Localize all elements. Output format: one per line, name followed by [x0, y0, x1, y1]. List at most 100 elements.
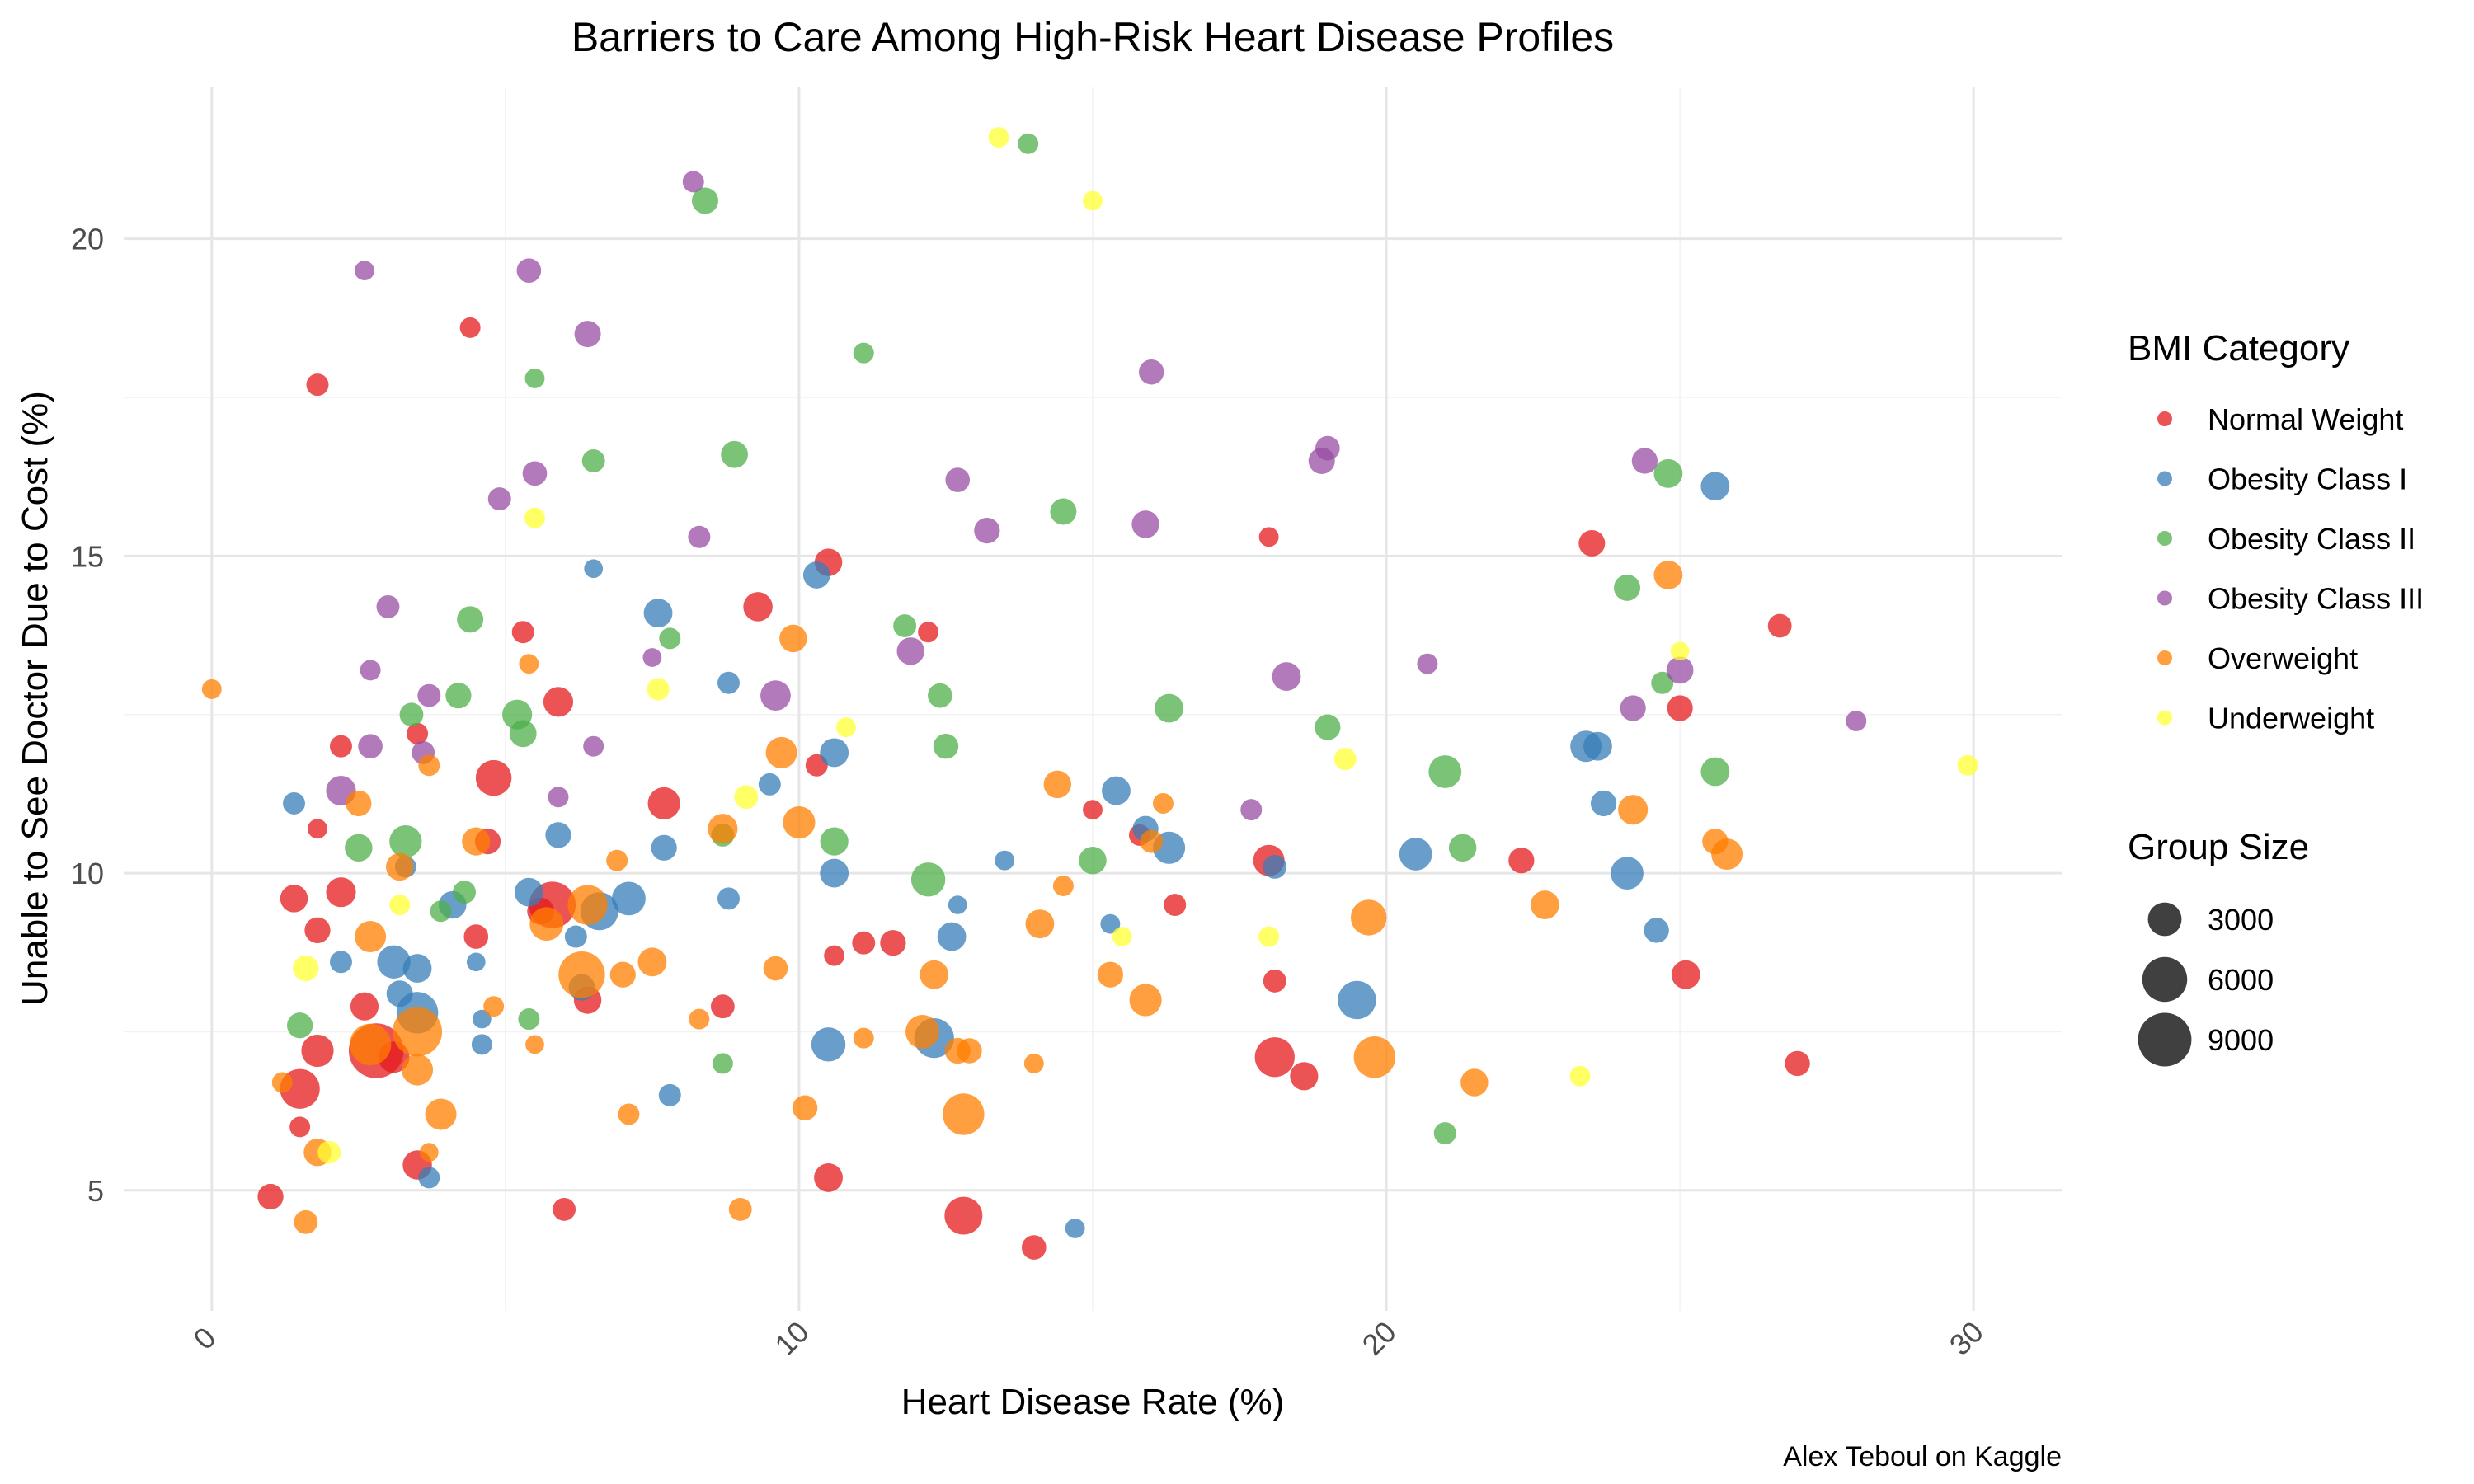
data-point — [1846, 710, 1867, 731]
data-point — [1631, 448, 1658, 474]
data-point — [329, 951, 352, 974]
data-point — [811, 1027, 846, 1062]
data-point — [721, 440, 748, 468]
data-point — [385, 852, 414, 881]
data-point — [658, 1083, 681, 1106]
data-point — [1140, 829, 1164, 853]
data-point — [509, 720, 537, 748]
legend-swatch — [2157, 710, 2172, 726]
data-point — [201, 679, 222, 699]
data-point — [1578, 529, 1606, 556]
data-point — [1097, 961, 1123, 988]
data-point — [581, 449, 605, 472]
data-point — [1428, 755, 1462, 788]
data-point — [1417, 653, 1438, 674]
data-point — [688, 525, 711, 548]
data-point — [763, 956, 788, 981]
data-point — [1021, 1235, 1047, 1260]
data-point — [820, 738, 849, 768]
data-point — [760, 680, 791, 711]
data-point — [358, 734, 383, 759]
data-point — [1530, 890, 1559, 919]
size-legend-label: 9000 — [2208, 1023, 2274, 1057]
data-point — [1785, 1050, 1810, 1077]
y-tick-label: 10 — [71, 857, 104, 890]
data-point — [643, 599, 673, 628]
data-point — [548, 787, 569, 808]
legend-label: Normal Weight — [2208, 402, 2403, 436]
data-point — [583, 735, 604, 757]
data-point — [389, 895, 411, 916]
data-point — [1102, 776, 1131, 805]
data-point — [1667, 695, 1693, 721]
color-legend-title: BMI Category — [2128, 328, 2349, 369]
data-point — [820, 827, 849, 856]
data-point — [483, 996, 505, 1017]
data-point — [682, 171, 704, 193]
data-point — [418, 1167, 440, 1189]
data-point — [1614, 574, 1641, 601]
data-point — [893, 614, 917, 637]
data-point — [1611, 857, 1644, 890]
x-tick-label: 30 — [1943, 1315, 1990, 1362]
data-point — [611, 881, 646, 916]
data-point — [1155, 693, 1183, 723]
data-point — [1618, 795, 1649, 825]
data-point — [257, 1183, 284, 1210]
data-point — [402, 954, 432, 983]
data-point — [948, 895, 967, 914]
data-point — [289, 1116, 311, 1138]
x-axis-ticks: 0 10 20 30 — [186, 1315, 1990, 1362]
data-point — [1508, 848, 1535, 874]
data-point — [637, 947, 667, 977]
data-point — [852, 931, 876, 955]
legend-swatch — [2157, 411, 2172, 426]
data-point — [1700, 757, 1730, 787]
data-point — [783, 805, 816, 839]
data-point — [346, 790, 372, 817]
data-point — [430, 900, 452, 923]
data-point — [511, 621, 534, 644]
data-point — [1138, 359, 1164, 385]
data-point — [1350, 899, 1387, 936]
data-point — [487, 487, 511, 511]
data-point — [820, 858, 849, 888]
data-point — [765, 736, 797, 768]
legend-label: Underweight — [2208, 702, 2374, 735]
data-point — [710, 994, 735, 1019]
data-point — [564, 925, 587, 948]
y-tick-label: 20 — [71, 223, 104, 256]
data-point — [1112, 927, 1132, 946]
data-point — [355, 261, 374, 281]
color-legend: BMI Category Normal Weight Obesity Class … — [2128, 328, 2424, 735]
data-point — [399, 702, 424, 727]
data-point — [1651, 671, 1674, 694]
data-point — [1025, 909, 1055, 939]
data-point — [294, 1209, 318, 1234]
data-point — [1460, 1068, 1489, 1097]
legend-swatch — [2157, 590, 2172, 606]
size-legend-circle — [2138, 1012, 2192, 1067]
data-point — [425, 1098, 457, 1130]
data-point — [518, 1008, 540, 1031]
data-point — [937, 922, 967, 951]
data-point — [459, 317, 481, 338]
data-point — [1050, 498, 1077, 525]
data-point — [642, 648, 662, 667]
data-point — [567, 885, 608, 925]
data-point — [1290, 1062, 1319, 1091]
series-obesity-class-iii — [326, 171, 1867, 821]
chart-caption: Alex Teboul on Kaggle — [1783, 1441, 2062, 1472]
data-point — [417, 683, 441, 707]
data-point — [728, 1197, 752, 1221]
chart-title: Barriers to Care Among High-Risk Heart D… — [571, 14, 1614, 60]
data-point — [606, 849, 628, 871]
grid-lines — [124, 87, 2062, 1311]
data-point — [301, 1034, 334, 1068]
data-point — [944, 1196, 983, 1235]
data-point — [717, 671, 740, 694]
data-point — [779, 624, 807, 653]
data-point — [692, 187, 718, 214]
legend-label: Obesity Class II — [2208, 522, 2415, 556]
